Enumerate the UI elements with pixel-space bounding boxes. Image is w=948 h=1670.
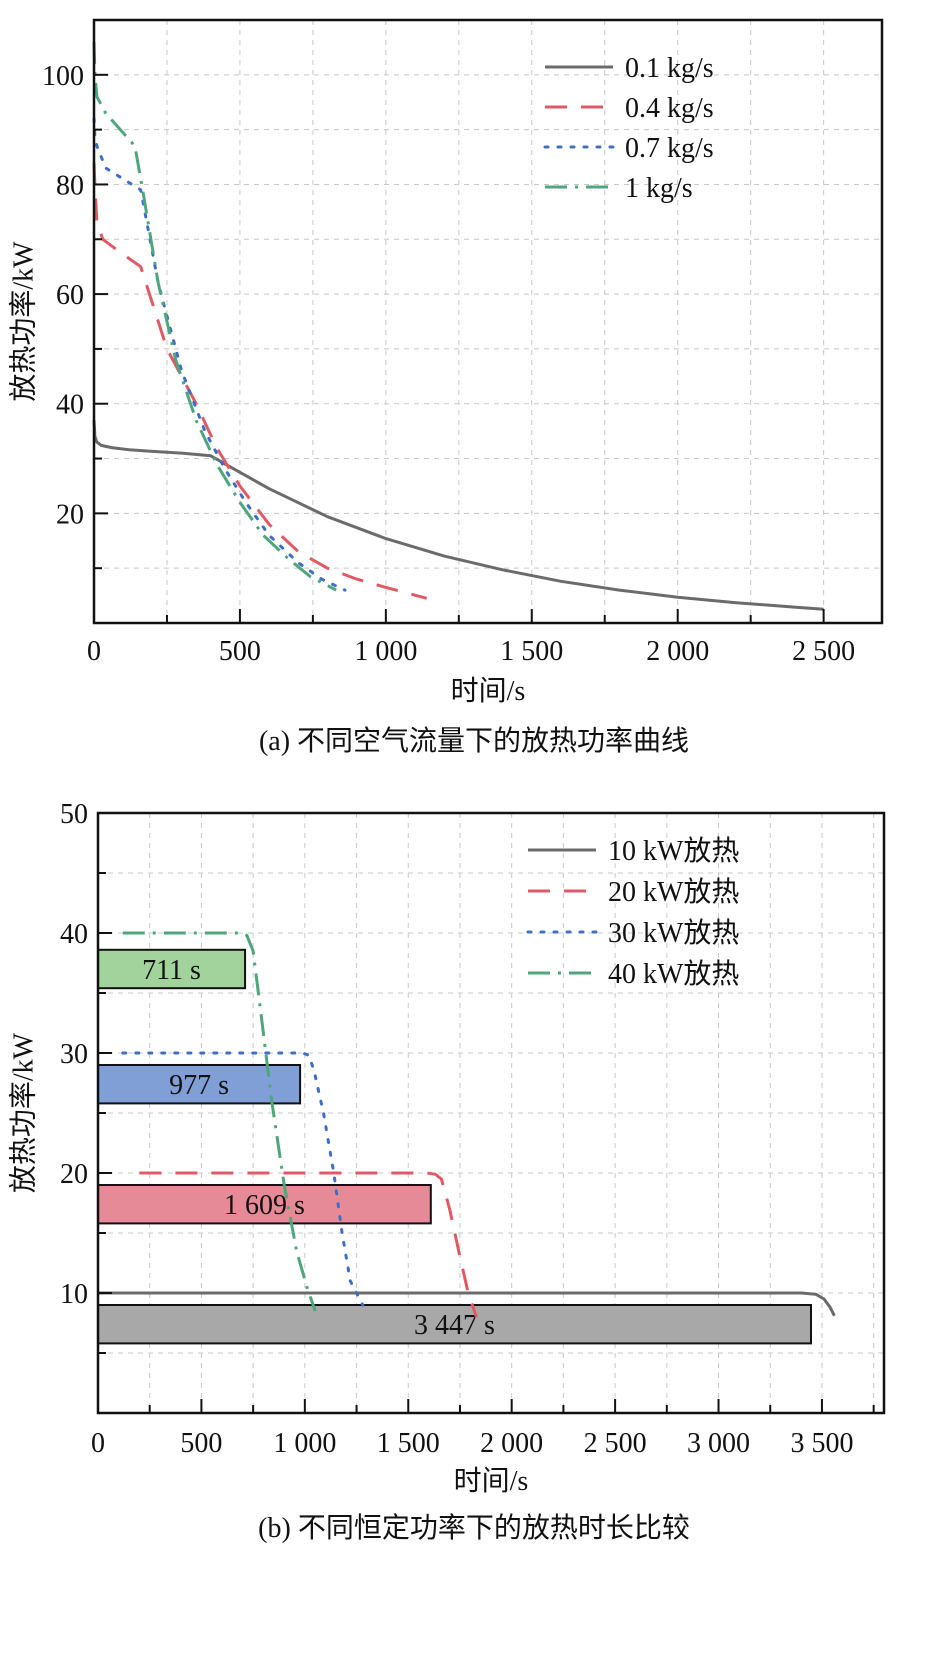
legend: 0.1 kg/s 0.4 kg/s 0.7 kg/s 1 kg/s (543, 53, 714, 204)
y-tick-label: 30 (60, 1039, 88, 1070)
legend-label: 0.7 kg/s (625, 133, 714, 164)
y-tick-label: 50 (60, 799, 88, 830)
x-axis-label: 时间/s (451, 675, 526, 707)
y-tick-label: 60 (56, 280, 84, 311)
x-tick-label: 500 (180, 1428, 222, 1459)
gridlines (94, 20, 882, 623)
series-line (122, 931, 317, 1312)
series-line (92, 41, 337, 592)
y-axis-label: 放热功率/kW (7, 241, 39, 402)
bar-label: 711 s (142, 955, 201, 986)
bar-label: 3 447 s (414, 1310, 495, 1341)
x-tick-label: 1 500 (500, 636, 563, 667)
legend-label: 40 kW放热 (608, 958, 739, 990)
y-tick-label: 40 (60, 919, 88, 950)
legend-label: 10 kW放热 (608, 835, 739, 867)
series-line (92, 162, 428, 600)
x-tick-label: 3 000 (687, 1428, 750, 1459)
x-tick-label: 1 000 (273, 1428, 336, 1459)
legend-label: 0.4 kg/s (625, 93, 714, 124)
series-line (139, 1171, 478, 1318)
bar-label: 977 s (169, 1070, 229, 1101)
x-tick-label: 0 (91, 1428, 105, 1459)
y-tick-label: 20 (56, 499, 84, 530)
x-tick-label: 2 000 (646, 636, 709, 667)
legend-label: 0.1 kg/s (625, 53, 714, 84)
series-line (121, 1051, 365, 1307)
legend-label: 30 kW放热 (608, 917, 739, 949)
bar-label: 1 609 s (224, 1190, 305, 1221)
chart-panel-a: 0 500 1 000 1 500 2 000 2 500 20 40 60 80 100 时间/s 放… (7, 18, 884, 757)
series-line (98, 1291, 836, 1317)
y-tick-label: 10 (60, 1279, 88, 1310)
legend-label: 1 kg/s (625, 173, 693, 204)
legend-label: 20 kW放热 (608, 876, 739, 908)
x-tick-label: 500 (219, 636, 261, 667)
legend: 10 kW放热 20 kW放热 30 kW放热 40 kW放热 (526, 835, 739, 990)
y-tick-label: 80 (56, 170, 84, 201)
duration-bar (97, 1304, 812, 1345)
y-axis-label: 放热功率/kW (7, 1032, 39, 1193)
x-tick-label: 0 (87, 636, 101, 667)
x-tick-label: 1 500 (377, 1428, 440, 1459)
x-tick-label: 2 500 (584, 1428, 647, 1459)
y-tick-label: 20 (60, 1159, 88, 1190)
x-tick-label: 2 500 (792, 636, 855, 667)
figure-caption: (a) 不同空气流量下的放热功率曲线 (259, 725, 689, 757)
y-tick-label: 100 (42, 61, 84, 92)
plot-frame (92, 18, 884, 625)
chart-panel-b: 711 s 977 s 1 609 s 3 447 s 0 500 1 000 1 500 2 … (7, 799, 886, 1544)
y-tick-label: 40 (56, 390, 84, 421)
x-tick-label: 2 000 (480, 1428, 543, 1459)
x-axis-label: 时间/s (454, 1465, 529, 1497)
x-tick-label: 1 000 (354, 636, 417, 667)
series-line (92, 117, 347, 592)
x-tick-label: 3 500 (790, 1428, 853, 1459)
series-line (92, 420, 824, 611)
figure-caption: (b) 不同恒定功率下的放热时长比较 (258, 1512, 690, 1544)
